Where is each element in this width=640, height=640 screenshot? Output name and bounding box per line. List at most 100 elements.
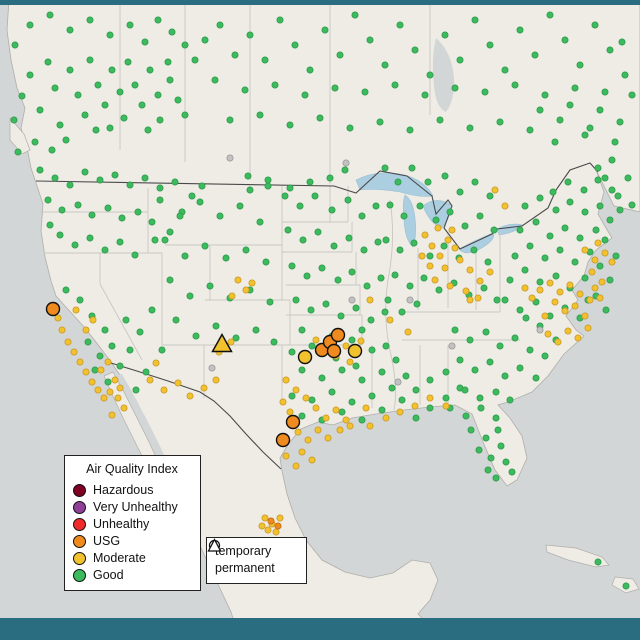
station-marker-good[interactable] — [522, 314, 530, 322]
station-marker-nodata[interactable] — [208, 364, 216, 372]
station-marker-good[interactable] — [502, 458, 510, 466]
station-marker-moderate[interactable] — [561, 307, 569, 315]
station-marker-good[interactable] — [111, 171, 119, 179]
station-marker-good[interactable] — [435, 286, 443, 294]
station-marker-good[interactable] — [376, 118, 384, 126]
station-marker-good[interactable] — [608, 156, 616, 164]
station-marker-good[interactable] — [84, 338, 92, 346]
station-marker-moderate[interactable] — [282, 452, 290, 460]
station-marker-moderate[interactable] — [94, 386, 102, 394]
station-marker-good[interactable] — [318, 264, 326, 272]
station-marker-good[interactable] — [496, 118, 504, 126]
station-marker-good[interactable] — [611, 138, 619, 146]
station-marker-good[interactable] — [497, 442, 505, 450]
station-marker-good[interactable] — [171, 178, 179, 186]
station-marker-moderate[interactable] — [448, 226, 456, 234]
station-marker-good[interactable] — [601, 174, 609, 182]
station-marker-good[interactable] — [51, 84, 59, 92]
station-marker-moderate-temporary[interactable] — [347, 343, 363, 359]
station-marker-good[interactable] — [411, 46, 419, 54]
station-marker-moderate[interactable] — [282, 376, 290, 384]
station-marker-good[interactable] — [96, 176, 104, 184]
station-marker-good[interactable] — [606, 216, 614, 224]
station-marker-good[interactable] — [374, 238, 382, 246]
station-marker-good[interactable] — [281, 192, 289, 200]
station-marker-good[interactable] — [288, 262, 296, 270]
station-marker-good[interactable] — [62, 136, 70, 144]
station-marker-moderate[interactable] — [434, 224, 442, 232]
station-marker-good[interactable] — [482, 328, 490, 336]
station-marker-good[interactable] — [386, 201, 394, 209]
station-marker-moderate[interactable] — [314, 426, 322, 434]
station-marker-good[interactable] — [546, 232, 554, 240]
station-marker-good[interactable] — [141, 174, 149, 182]
station-marker-good[interactable] — [96, 352, 104, 360]
station-marker-good[interactable] — [624, 174, 632, 182]
station-marker-good[interactable] — [174, 96, 182, 104]
station-marker-good[interactable] — [436, 116, 444, 124]
station-marker-good[interactable] — [46, 11, 54, 19]
station-marker-moderate[interactable] — [544, 330, 552, 338]
station-marker-good[interactable] — [551, 138, 559, 146]
station-marker-nodata[interactable] — [536, 326, 544, 334]
station-marker-good[interactable] — [118, 214, 126, 222]
station-marker-good[interactable] — [561, 36, 569, 44]
station-marker-good[interactable] — [552, 206, 560, 214]
station-marker-good[interactable] — [516, 306, 524, 314]
station-marker-good[interactable] — [101, 101, 109, 109]
station-marker-good[interactable] — [326, 174, 334, 182]
station-marker-good[interactable] — [377, 274, 385, 282]
station-marker-moderate[interactable] — [312, 336, 320, 344]
station-marker-good[interactable] — [76, 296, 84, 304]
station-marker-good[interactable] — [188, 192, 196, 200]
station-marker-good[interactable] — [298, 412, 306, 420]
station-marker-good[interactable] — [337, 312, 345, 320]
station-marker-moderate[interactable] — [474, 294, 482, 302]
station-marker-good[interactable] — [232, 334, 240, 342]
station-marker-moderate[interactable] — [576, 290, 584, 298]
station-marker-moderate[interactable] — [486, 268, 494, 276]
station-marker-good[interactable] — [382, 236, 390, 244]
station-marker-good[interactable] — [307, 306, 315, 314]
station-marker-good[interactable] — [516, 226, 524, 234]
station-marker-moderate[interactable] — [242, 286, 250, 294]
station-marker-good[interactable] — [131, 81, 139, 89]
station-marker-moderate[interactable] — [594, 239, 602, 247]
station-marker-good[interactable] — [486, 358, 494, 366]
station-marker-good[interactable] — [531, 51, 539, 59]
station-marker-good[interactable] — [556, 246, 564, 254]
station-marker-good[interactable] — [132, 386, 140, 394]
station-marker-good[interactable] — [368, 346, 376, 354]
station-marker-nodata[interactable] — [406, 296, 414, 304]
station-marker-good[interactable] — [398, 396, 406, 404]
station-marker-good[interactable] — [480, 284, 488, 292]
station-marker-good[interactable] — [446, 208, 454, 216]
station-marker-moderate[interactable] — [276, 514, 284, 522]
station-marker-moderate[interactable] — [272, 528, 280, 536]
station-marker-good[interactable] — [26, 21, 34, 29]
station-marker-usg-temporary[interactable] — [326, 343, 342, 359]
station-marker-good[interactable] — [328, 388, 336, 396]
station-marker-good[interactable] — [363, 282, 371, 290]
station-marker-good[interactable] — [616, 206, 624, 214]
station-marker-good[interactable] — [336, 51, 344, 59]
station-marker-moderate[interactable] — [451, 244, 459, 252]
station-marker-moderate[interactable] — [444, 236, 452, 244]
station-marker-good[interactable] — [142, 368, 150, 376]
station-marker-good[interactable] — [156, 196, 164, 204]
station-marker-moderate[interactable] — [322, 414, 330, 422]
station-marker-good[interactable] — [181, 111, 189, 119]
station-marker-good[interactable] — [391, 271, 399, 279]
station-marker-good[interactable] — [536, 278, 544, 286]
station-marker-good[interactable] — [586, 124, 594, 132]
station-marker-moderate[interactable] — [302, 394, 310, 402]
station-marker-good[interactable] — [74, 91, 82, 99]
station-marker-good[interactable] — [494, 426, 502, 434]
station-marker-moderate[interactable] — [598, 278, 606, 286]
station-marker-moderate[interactable] — [76, 358, 84, 366]
station-marker-good[interactable] — [244, 172, 252, 180]
station-marker-good[interactable] — [406, 126, 414, 134]
station-marker-good[interactable] — [303, 272, 311, 280]
station-marker-moderate[interactable] — [324, 434, 332, 442]
station-marker-good[interactable] — [441, 31, 449, 39]
